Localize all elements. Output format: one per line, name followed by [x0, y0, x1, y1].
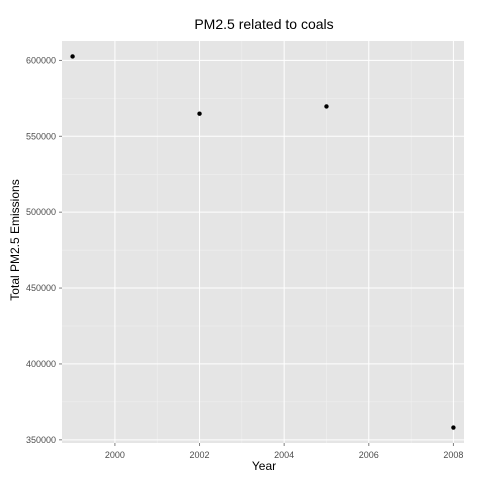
- major-gridlines: [62, 41, 464, 443]
- x-tick-label: 2008: [443, 450, 463, 460]
- y-axis: 350000 400000 450000 500000 550000 600000: [26, 55, 62, 445]
- data-point: [324, 104, 329, 109]
- x-tick-label: 2004: [274, 450, 294, 460]
- x-tick-label: 2000: [105, 450, 125, 460]
- data-points: [70, 54, 456, 430]
- data-point: [70, 54, 75, 59]
- y-tick-label: 350000: [26, 435, 56, 445]
- chart-title: PM2.5 related to coals: [194, 16, 333, 32]
- x-axis: 2000 2002 2004 2006 2008: [105, 443, 463, 460]
- data-point: [197, 111, 202, 116]
- x-tick-label: 2006: [359, 450, 379, 460]
- data-point: [451, 425, 456, 430]
- y-tick-label: 550000: [26, 131, 56, 141]
- plot-panel: [62, 41, 464, 443]
- y-tick-label: 600000: [26, 55, 56, 65]
- x-axis-title: Year: [252, 459, 276, 473]
- y-tick-label: 400000: [26, 359, 56, 369]
- y-tick-label: 450000: [26, 283, 56, 293]
- y-tick-label: 500000: [26, 207, 56, 217]
- y-axis-title: Total PM2.5 Emissions: [8, 179, 22, 300]
- x-tick-label: 2002: [190, 450, 210, 460]
